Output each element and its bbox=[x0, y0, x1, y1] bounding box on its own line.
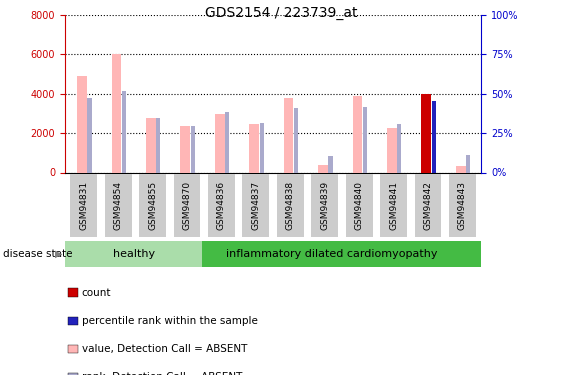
Bar bbox=[352, 96, 362, 172]
Bar bbox=[215, 114, 225, 172]
Bar bbox=[243, 174, 269, 237]
Text: GSM94854: GSM94854 bbox=[114, 181, 123, 230]
Text: GSM94841: GSM94841 bbox=[389, 181, 398, 230]
Bar bbox=[397, 124, 401, 172]
Bar bbox=[363, 107, 367, 172]
Bar bbox=[70, 174, 97, 237]
Text: GSM94870: GSM94870 bbox=[182, 181, 191, 230]
Bar bbox=[249, 124, 259, 172]
Bar bbox=[203, 242, 481, 267]
Bar bbox=[77, 76, 87, 172]
Bar bbox=[422, 94, 431, 172]
Bar bbox=[225, 112, 229, 172]
Text: count: count bbox=[82, 288, 111, 297]
Bar bbox=[466, 155, 470, 172]
Bar bbox=[111, 54, 121, 173]
Text: GSM94855: GSM94855 bbox=[148, 181, 157, 230]
Bar bbox=[260, 123, 263, 172]
Bar bbox=[87, 98, 92, 172]
Bar bbox=[173, 174, 200, 237]
Text: rank, Detection Call = ABSENT: rank, Detection Call = ABSENT bbox=[82, 372, 242, 375]
Text: GSM94842: GSM94842 bbox=[423, 181, 432, 230]
Text: GSM94837: GSM94837 bbox=[251, 181, 260, 230]
Bar bbox=[122, 91, 126, 172]
Text: GSM94831: GSM94831 bbox=[79, 181, 88, 230]
Bar bbox=[387, 128, 397, 172]
Bar bbox=[328, 156, 333, 172]
Bar bbox=[432, 100, 436, 172]
Text: disease state: disease state bbox=[3, 249, 72, 259]
Bar bbox=[311, 174, 338, 237]
Text: GDS2154 / 223739_at: GDS2154 / 223739_at bbox=[205, 6, 358, 20]
Bar bbox=[449, 174, 476, 237]
Text: inflammatory dilated cardiomyopathy: inflammatory dilated cardiomyopathy bbox=[226, 249, 437, 259]
Bar bbox=[277, 174, 303, 237]
Text: GSM94839: GSM94839 bbox=[320, 181, 329, 230]
Text: value, Detection Call = ABSENT: value, Detection Call = ABSENT bbox=[82, 344, 247, 354]
Text: GSM94838: GSM94838 bbox=[286, 181, 295, 230]
Bar bbox=[380, 174, 407, 237]
Bar bbox=[294, 108, 298, 172]
Text: ▶: ▶ bbox=[55, 249, 62, 259]
Bar bbox=[65, 242, 203, 267]
Bar bbox=[146, 118, 155, 172]
Bar bbox=[456, 166, 466, 172]
Text: healthy: healthy bbox=[113, 249, 155, 259]
Text: GSM94843: GSM94843 bbox=[458, 181, 467, 230]
Text: GSM94836: GSM94836 bbox=[217, 181, 226, 230]
Bar bbox=[191, 126, 195, 172]
Text: GSM94840: GSM94840 bbox=[355, 181, 364, 230]
Bar bbox=[318, 165, 328, 172]
Bar bbox=[346, 174, 373, 237]
Bar bbox=[139, 174, 166, 237]
Bar bbox=[208, 174, 235, 237]
Bar bbox=[157, 118, 160, 172]
Bar bbox=[414, 174, 441, 237]
Bar bbox=[180, 126, 190, 172]
Text: percentile rank within the sample: percentile rank within the sample bbox=[82, 316, 257, 326]
Bar bbox=[105, 174, 132, 237]
Bar bbox=[284, 98, 293, 172]
